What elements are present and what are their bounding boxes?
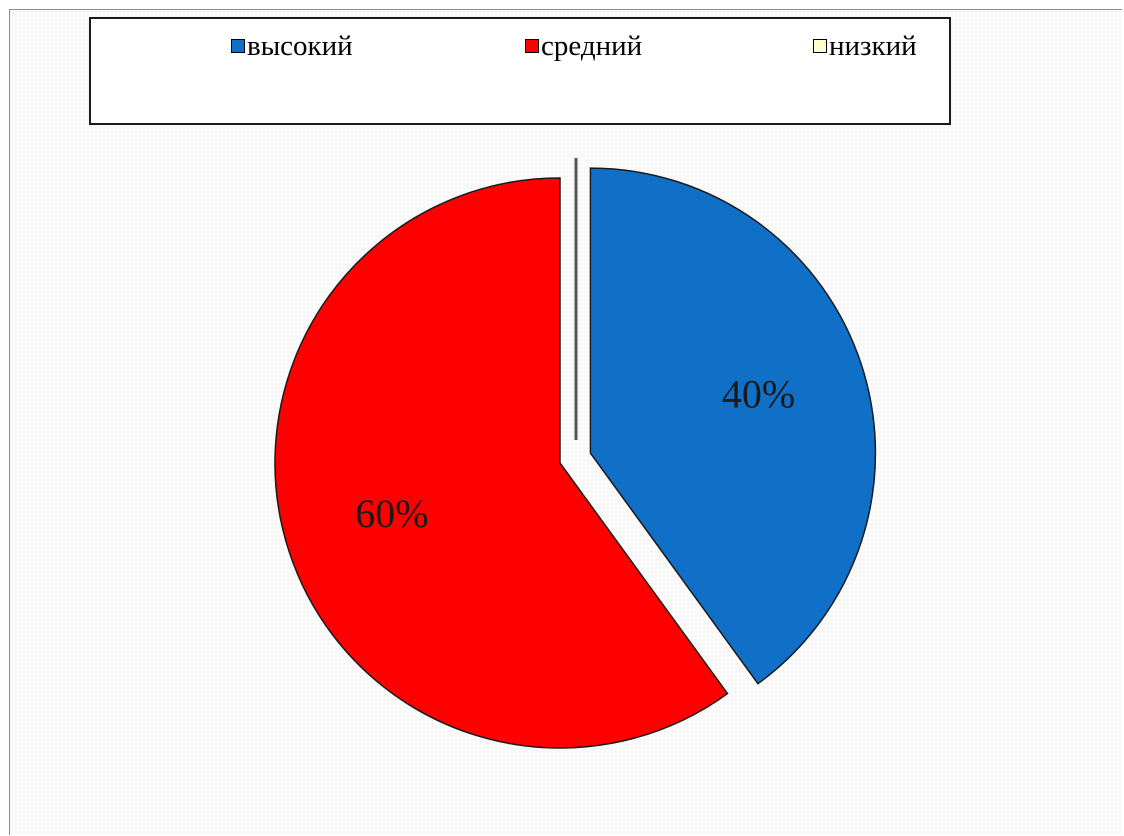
- slice-medium: [274, 177, 729, 749]
- legend: высокий средний низкий: [89, 17, 951, 125]
- slice-label-medium: 60%: [355, 491, 428, 536]
- legend-label-high: высокий: [247, 29, 353, 62]
- legend-swatch-high: [231, 39, 245, 53]
- legend-swatch-low: [813, 39, 827, 53]
- chart-area: [9, 9, 1122, 835]
- legend-item-medium: средний: [525, 31, 642, 61]
- legend-label-low: низкий: [829, 29, 917, 62]
- legend-swatch-medium: [525, 39, 539, 53]
- slice-high: [589, 167, 877, 685]
- legend-item-high: высокий: [231, 31, 353, 61]
- legend-item-low: низкий: [813, 31, 917, 61]
- slice-label-high: 40%: [722, 372, 795, 417]
- legend-label-medium: средний: [541, 29, 643, 62]
